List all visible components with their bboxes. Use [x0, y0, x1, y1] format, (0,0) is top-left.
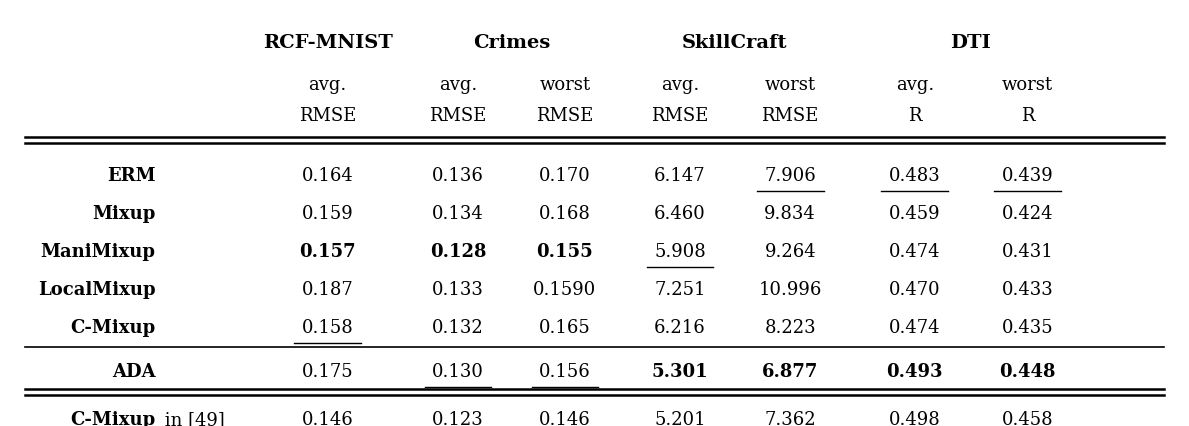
Text: RMSE: RMSE — [298, 106, 357, 124]
Text: 5.301: 5.301 — [652, 362, 709, 380]
Text: SkillCraft: SkillCraft — [681, 35, 787, 52]
Text: ManiMixup: ManiMixup — [40, 242, 156, 260]
Text: 0.175: 0.175 — [302, 362, 353, 380]
Text: in [49]: in [49] — [159, 410, 225, 426]
Text: 0.435: 0.435 — [1001, 318, 1053, 336]
Text: 0.136: 0.136 — [432, 166, 484, 184]
Text: 7.906: 7.906 — [765, 166, 816, 184]
Text: C-Mixup: C-Mixup — [70, 410, 156, 426]
Text: 0.431: 0.431 — [1001, 242, 1053, 260]
Text: 9.834: 9.834 — [765, 204, 816, 222]
Text: ADA: ADA — [112, 362, 156, 380]
Text: 0.439: 0.439 — [1001, 166, 1053, 184]
Text: 5.908: 5.908 — [654, 242, 706, 260]
Text: DTI: DTI — [950, 35, 990, 52]
Text: avg.: avg. — [308, 76, 347, 94]
Text: 0.474: 0.474 — [889, 318, 940, 336]
Text: 0.158: 0.158 — [302, 318, 353, 336]
Text: 0.146: 0.146 — [302, 410, 353, 426]
Text: RMSE: RMSE — [536, 106, 593, 124]
Text: 7.251: 7.251 — [654, 280, 705, 298]
Text: 0.424: 0.424 — [1001, 204, 1053, 222]
Text: 0.133: 0.133 — [432, 280, 484, 298]
Text: 6.460: 6.460 — [654, 204, 706, 222]
Text: 0.470: 0.470 — [889, 280, 940, 298]
Text: 0.128: 0.128 — [430, 242, 486, 260]
Text: Crimes: Crimes — [473, 35, 551, 52]
Text: 0.165: 0.165 — [539, 318, 591, 336]
Text: 0.1590: 0.1590 — [533, 280, 597, 298]
Text: Mixup: Mixup — [93, 204, 156, 222]
Text: 6.216: 6.216 — [654, 318, 706, 336]
Text: LocalMixup: LocalMixup — [38, 280, 156, 298]
Text: 0.132: 0.132 — [433, 318, 484, 336]
Text: 0.448: 0.448 — [999, 362, 1056, 380]
Text: 0.146: 0.146 — [539, 410, 591, 426]
Text: RMSE: RMSE — [429, 106, 486, 124]
Text: 0.493: 0.493 — [887, 362, 943, 380]
Text: R: R — [1020, 106, 1034, 124]
Text: R: R — [908, 106, 921, 124]
Text: 0.159: 0.159 — [302, 204, 353, 222]
Text: 0.123: 0.123 — [433, 410, 484, 426]
Text: C-Mixup: C-Mixup — [70, 318, 156, 336]
Text: 6.877: 6.877 — [762, 362, 818, 380]
Text: avg.: avg. — [895, 76, 933, 94]
Text: 0.459: 0.459 — [889, 204, 940, 222]
Text: 0.170: 0.170 — [539, 166, 591, 184]
Text: RMSE: RMSE — [761, 106, 819, 124]
Text: 5.201: 5.201 — [654, 410, 706, 426]
Text: 0.155: 0.155 — [536, 242, 593, 260]
Text: ERM: ERM — [107, 166, 156, 184]
Text: 6.147: 6.147 — [654, 166, 706, 184]
Text: 0.187: 0.187 — [302, 280, 353, 298]
Text: 0.458: 0.458 — [1001, 410, 1053, 426]
Text: 0.164: 0.164 — [302, 166, 353, 184]
Text: 0.474: 0.474 — [889, 242, 940, 260]
Text: 0.156: 0.156 — [539, 362, 591, 380]
Text: avg.: avg. — [661, 76, 699, 94]
Text: 0.483: 0.483 — [889, 166, 940, 184]
Text: avg.: avg. — [439, 76, 477, 94]
Text: worst: worst — [765, 76, 816, 94]
Text: 0.130: 0.130 — [432, 362, 484, 380]
Text: 0.134: 0.134 — [433, 204, 484, 222]
Text: worst: worst — [540, 76, 591, 94]
Text: RCF-MNIST: RCF-MNIST — [263, 35, 392, 52]
Text: 7.362: 7.362 — [765, 410, 816, 426]
Text: 0.168: 0.168 — [539, 204, 591, 222]
Text: 0.157: 0.157 — [300, 242, 356, 260]
Text: 8.223: 8.223 — [765, 318, 816, 336]
Text: 0.433: 0.433 — [1001, 280, 1053, 298]
Text: 9.264: 9.264 — [765, 242, 816, 260]
Text: 10.996: 10.996 — [759, 280, 822, 298]
Text: 0.498: 0.498 — [889, 410, 940, 426]
Text: worst: worst — [1002, 76, 1053, 94]
Text: RMSE: RMSE — [652, 106, 709, 124]
